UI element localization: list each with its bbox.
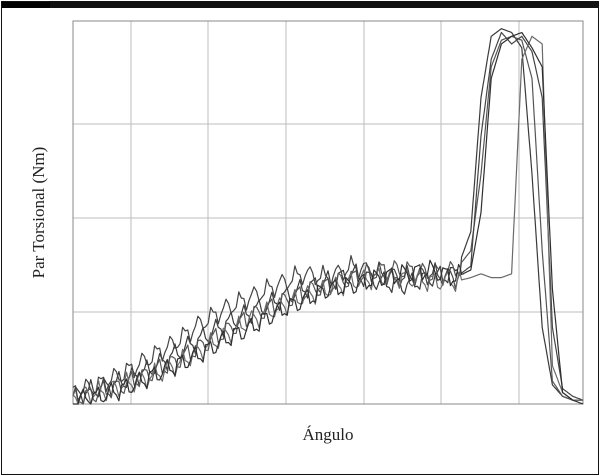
series-line-3	[72, 31, 584, 402]
plot-area-border	[72, 20, 584, 405]
x-axis-label: Ángulo	[303, 425, 354, 444]
series-layer	[72, 28, 584, 405]
top-bar-tab	[2, 2, 50, 8]
series-line-2	[72, 35, 583, 405]
series-line-1	[72, 28, 583, 405]
y-axis-label: Par Torsional (Nm)	[29, 147, 48, 279]
series-line-5	[73, 31, 584, 405]
grid	[73, 21, 583, 404]
top-bar	[2, 2, 598, 8]
series-line-4	[72, 35, 583, 405]
